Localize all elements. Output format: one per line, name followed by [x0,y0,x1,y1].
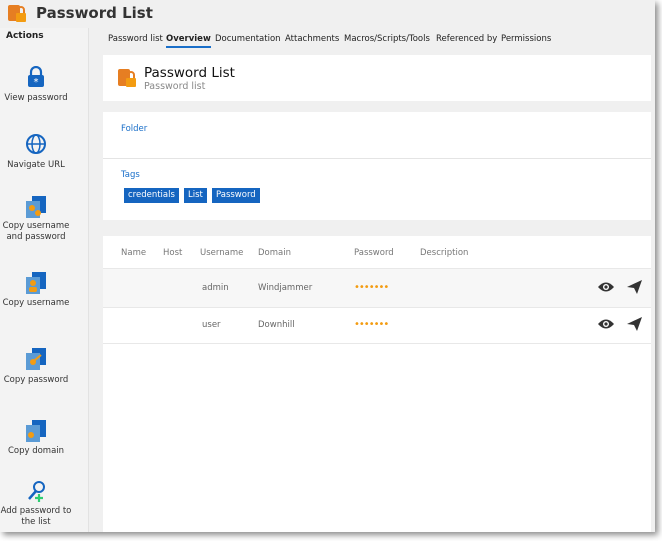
icon-copy-domain [26,420,46,442]
cell-password: ••••••• [354,319,389,330]
action-navigate-url[interactable]: Navigate URL [7,160,65,170]
cell-password: ••••••• [354,282,389,293]
table-row[interactable] [103,268,651,308]
tab[interactable]: Documentation [215,34,281,44]
separator [103,220,651,236]
tab[interactable]: Password list [108,34,163,44]
sidebar-heading: Actions [6,31,44,41]
column-header: Password [354,248,394,258]
icon-add-password [28,481,45,502]
action-copy-password[interactable]: Copy password [3,375,69,385]
icon-copy-password [26,348,46,370]
folder-label: Folder [121,124,148,134]
tags-label: Tags [121,170,140,180]
tab[interactable]: Attachments [285,34,340,44]
tab[interactable]: Macros/Scripts/Tools [344,34,430,44]
cell-username: admin [202,283,229,293]
column-header: Username [200,248,244,258]
action-copy-domain[interactable]: Copy domain [7,446,65,456]
view-button[interactable] [597,280,615,294]
tag[interactable]: Password [212,188,260,203]
cell-domain: Downhill [258,320,295,330]
cell-domain: Windjammer [258,283,313,293]
tag[interactable]: credentials [124,188,179,203]
cell-username: user [202,320,221,330]
icon-lock: * [28,66,44,88]
view-button[interactable] [597,317,615,331]
column-header: Description [420,248,469,258]
icon-globe [26,134,46,154]
entry-subtitle: Password list [144,81,206,92]
column-header: Domain [258,248,291,258]
row-divider [103,343,651,344]
action-add-password[interactable]: Add password to the list [0,506,72,527]
entry-icon [118,69,136,87]
divider [103,158,651,159]
send-button[interactable] [626,316,643,332]
send-button[interactable] [626,279,643,295]
column-header: Name [121,248,147,258]
entry-title: Password List [144,65,235,81]
tab[interactable]: Permissions [501,34,552,44]
tag[interactable]: List [184,188,207,203]
action-view-password[interactable]: View password [4,93,68,103]
window-title: Password List [36,4,153,22]
svg-text:*: * [34,77,39,88]
column-header: Host [163,248,183,258]
tab[interactable]: Referenced by [436,34,498,44]
icon-copy-user [26,272,46,294]
action-copy-username[interactable]: Copy username [2,298,70,308]
app-icon [8,5,26,22]
action-copy-username-password[interactable]: Copy username and password [2,221,70,242]
icon-copy-user-pass [26,196,46,218]
tab-active[interactable]: Overview [166,34,211,48]
separator [103,101,651,112]
